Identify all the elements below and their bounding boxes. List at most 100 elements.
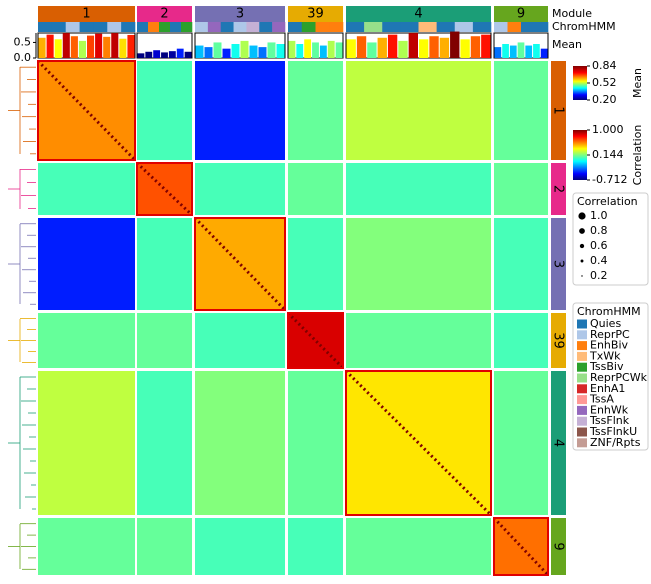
mean-bar [304,39,312,58]
heatmap-block [346,518,491,575]
heatmap-block [195,218,285,310]
chromhmm-cell [436,22,456,32]
colorbar-tick-label: 0.52 [592,76,617,89]
legend-title: ChromHMM [577,305,641,318]
chromhmm-cell [121,22,136,32]
module-outline [194,217,286,311]
module-bar [195,6,285,22]
mean-bar [525,45,533,58]
chromhmm-cell [288,22,303,32]
mean-bar [327,40,335,58]
chromhmm-cell [301,22,316,32]
module-label: 9 [517,7,525,22]
legend-swatch [577,341,587,351]
module-outline [37,60,136,161]
legend-label: 0.8 [590,224,608,237]
row-label: Module [552,7,592,20]
mean-bar [517,42,525,58]
mean-bar [137,53,145,58]
row-module-label: 9 [551,542,566,550]
mean-bar [509,45,517,58]
legend-label: Quies [590,317,621,330]
module-outline [287,312,344,369]
chromhmm-cell [137,22,149,32]
heatmap-block [195,163,285,215]
mean-frame [345,32,492,59]
legend-swatch [577,438,587,448]
mean-bar [494,47,502,58]
diagonal [36,59,137,162]
module-bar [137,6,192,22]
row-module-bar [551,61,566,160]
chromhmm-cell [346,22,365,32]
mean-bar [95,33,103,58]
chromhmm-cell [51,22,67,32]
heatmap-block [346,163,491,215]
chromhmm-cell [272,22,286,32]
mean-bar [367,42,377,58]
module-bar [288,6,343,22]
mean-bar [46,34,54,58]
heatmap-block [195,313,285,368]
mean-bar [356,36,367,58]
chromhmm-cell [454,22,474,32]
chromhmm-cell [148,22,160,32]
row-module-label: 1 [551,106,566,114]
row-module-label: 2 [551,185,566,193]
heatmap-block [195,371,285,515]
mean-bar [111,33,119,58]
heatmap-block [494,61,548,160]
module-bar [38,6,135,22]
row-module-label: 39 [551,332,566,349]
colorbar-tick-label: 0.144 [592,148,624,161]
mean-bar [296,44,304,58]
heatmap-block [137,61,192,160]
mean-bar [460,39,470,58]
mean-bar [502,44,509,58]
chromhmm-cell [93,22,108,32]
legend-swatch [577,351,587,361]
mean-bar [184,51,192,58]
diagonal [193,216,287,312]
heatmap-block [137,218,192,310]
mean-bar [213,42,222,58]
heatmap-block [137,313,192,368]
heatmap-block [288,61,343,160]
chromhmm-cell [38,22,53,32]
heatmap-block [494,218,548,310]
heatmap-block [195,61,285,160]
mean-tick-label: 0.0 [14,51,32,64]
legend-label: TssBiv [589,360,624,373]
chromhmm-cell [181,22,193,32]
heatmap-block [288,163,343,215]
heatmap-block [288,313,343,368]
mean-bar [231,44,240,58]
mean-bar [346,39,356,58]
row-module-bar [551,218,566,310]
chromhmm-cell [107,22,122,32]
chromhmm-cell [79,22,94,32]
colorbar [573,66,587,100]
colorbar [573,130,587,180]
module-bar [494,6,548,22]
row-module-bar [551,163,566,215]
mean-bar [119,38,127,58]
legend-box [572,192,649,286]
module-label: 3 [236,7,244,22]
module-label: 4 [414,7,422,22]
diagonal [492,516,550,577]
legend-label: 0.2 [590,269,608,282]
legend-label: ZNF/Rpts [590,436,641,449]
mean-bar [258,47,267,58]
heatmap-block [38,313,135,368]
heatmap-block [38,518,135,575]
mean-bar [398,40,408,58]
module-bar [346,6,491,22]
mean-bar [439,37,450,58]
mean-bar [204,47,213,58]
chromhmm-cell [521,22,535,32]
chromhmm-cell [315,22,330,32]
chromhmm-cell [246,22,260,32]
heatmap-block [346,218,491,310]
mean-bar [387,34,398,58]
